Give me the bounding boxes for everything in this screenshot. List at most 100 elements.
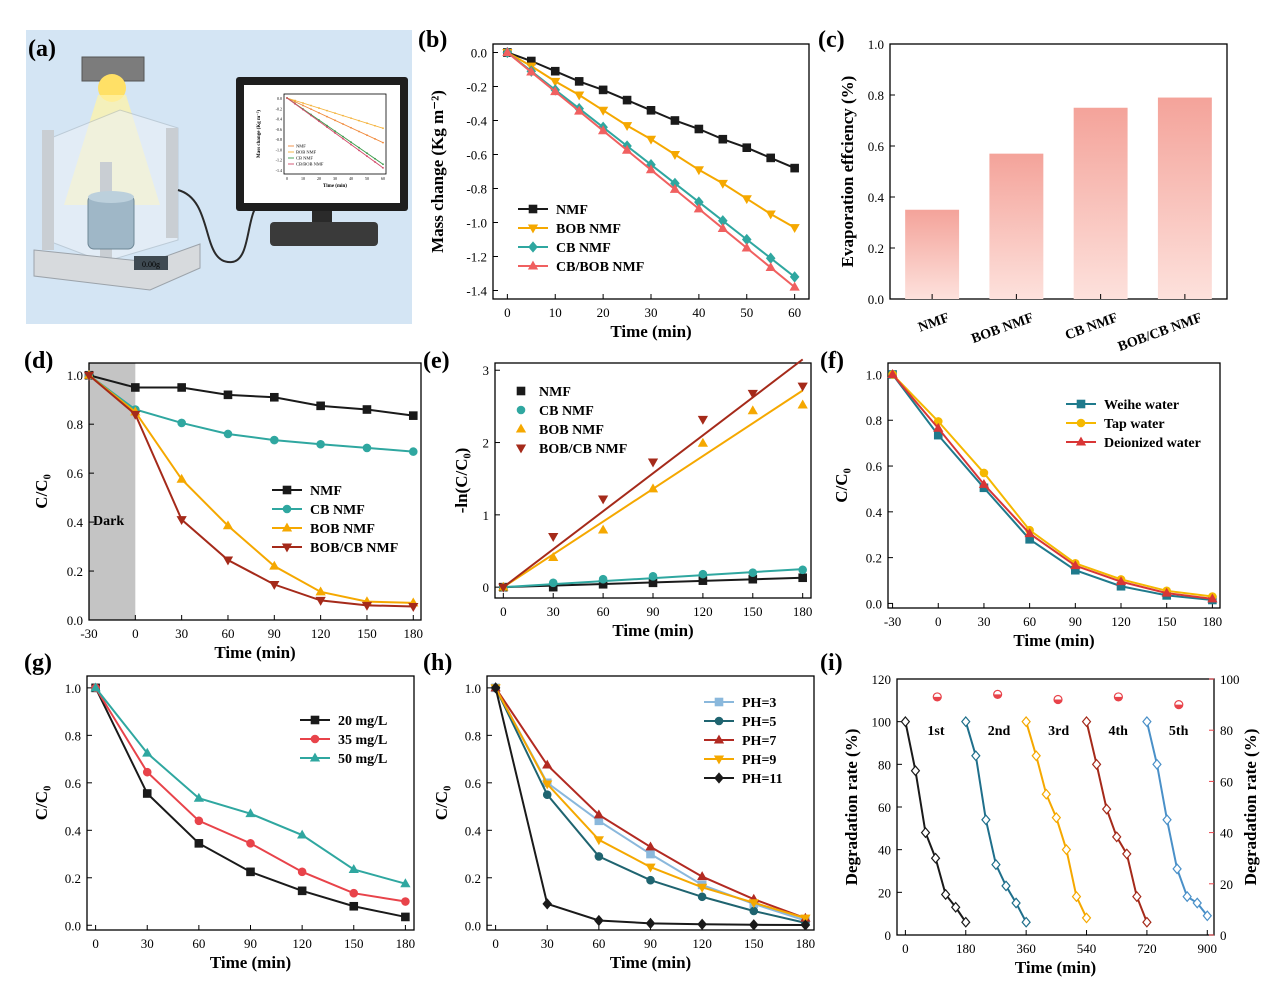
data-point [669,151,681,160]
y2-tick-label: 0 [1220,928,1227,943]
mini-legend-label: CB NMF [296,156,313,161]
mini-series-point [382,127,384,130]
series-ph-11 [490,682,811,931]
x-axis-label: Time (min) [610,953,691,972]
legend-marker [282,485,292,495]
data-point [646,875,655,885]
data-point [648,572,658,581]
legend: 20 mg/L 35 mg/L 50 mg/L [300,714,387,767]
data-point [1115,576,1127,586]
rate-marker-half [933,696,942,701]
cycle-3: 3rd [1021,716,1092,924]
y2-tick-label: 40 [1220,826,1233,841]
data-point [789,224,800,234]
y-tick-label: 40 [878,843,891,858]
data-point [694,124,704,134]
x-tick-label: 180 [404,626,424,641]
data-point [1070,560,1081,570]
y-axis-label: C/C₀ [32,474,51,508]
bar-bob-nmf [989,153,1044,299]
data-point [83,371,95,381]
x-tick-label: -30 [80,626,97,641]
panel-letter-g: (g) [24,650,52,676]
data-point [749,906,759,916]
x-tick-label: 30 [645,305,658,320]
panel-letter-c: (c) [818,27,845,53]
data-point [348,864,359,873]
cycle-line [1145,721,1209,917]
data-point [645,863,656,873]
series-cb-bob-nmf [502,47,800,291]
panel-d-degradation-chart: Dark -30 0 30 60 90 120 150 180 Time (min) 0.0 0.2 0… [32,362,424,662]
y-tick-label: 0.8 [67,417,83,432]
y-tick-label: 0.2 [866,551,882,566]
x-tick-label: 150 [357,626,377,641]
data-point [741,195,752,205]
rate-marker-half [1114,696,1123,701]
data-point [645,917,656,930]
data-point [315,586,326,596]
data-point [526,66,537,76]
legend-label: 50 mg/L [338,752,387,767]
legend-item: PH=5 [704,715,776,730]
balance-readout: 0.00g [142,260,160,269]
mini-series-point [350,143,352,146]
cycle-point [900,716,911,728]
cycle-point [1071,890,1082,903]
y-axis-label: C/C₀ [832,468,851,502]
x-tick-label: 90 [647,604,660,619]
data-point [646,849,655,859]
y-tick-label: 0.8 [465,728,481,743]
x-tick-label: 90 [244,936,257,951]
y-tick-label: 0.4 [465,823,482,838]
y-tick-label: -1.0 [466,216,487,231]
y-tick-label: 0.2 [67,564,83,579]
data-point [797,399,808,409]
cycle-point [1021,716,1031,728]
cycle-point [961,916,971,928]
data-point [177,418,186,428]
legend-marker [528,204,538,214]
dark-region-label: Dark [93,514,124,529]
mini-y-tick: -0.2 [276,106,282,111]
data-point [800,914,811,924]
series-bob-cb-nmf [83,371,419,612]
legend-marker [713,755,725,765]
cycle-point [1192,897,1202,909]
mini-series-point [318,111,320,114]
mini-y-tick: -0.6 [276,127,282,132]
data-point [741,242,752,252]
x-tick-label: 180 [396,936,416,951]
mini-series-point [382,166,384,169]
cycle-point [1182,890,1192,903]
data-point [697,892,707,902]
x-tick-label: 30 [141,936,154,951]
legend-item: BOB NMF [515,423,604,438]
y-tick-label: 1.0 [65,681,81,696]
mini-y-tick: -0.4 [276,117,282,122]
legend-marker [714,697,724,707]
data-point [697,415,709,425]
data-point [401,897,410,906]
data-point [645,841,656,851]
data-point [176,516,187,526]
data-point [887,369,898,378]
panel-h-ph-chart: 0 30 60 90 120 150 180 Time (min) 0.0 0.2 0.4 0.6 0.… [432,675,815,972]
legend-label: Deionized water [1104,436,1201,451]
data-point [593,836,604,846]
enclosure-post-right [166,128,178,238]
cycle-point [1111,831,1122,843]
data-point [408,603,419,612]
cycle-label: 5th [1169,724,1189,739]
x-tick-label: 90 [268,626,281,641]
x-tick-label: 60 [597,604,610,619]
y2-axis-label: Degradation rate (%) [1241,729,1260,886]
mini-series-point [366,134,368,137]
series-50-mg-l [90,682,411,888]
data-point [142,789,152,798]
legend-item: PH=9 [704,753,776,768]
x-tick-label: 120 [1111,614,1131,629]
panel-letter-a: (a) [28,36,56,62]
legend-label: PH=7 [742,734,776,749]
x-tick-label: NMF [916,311,951,336]
